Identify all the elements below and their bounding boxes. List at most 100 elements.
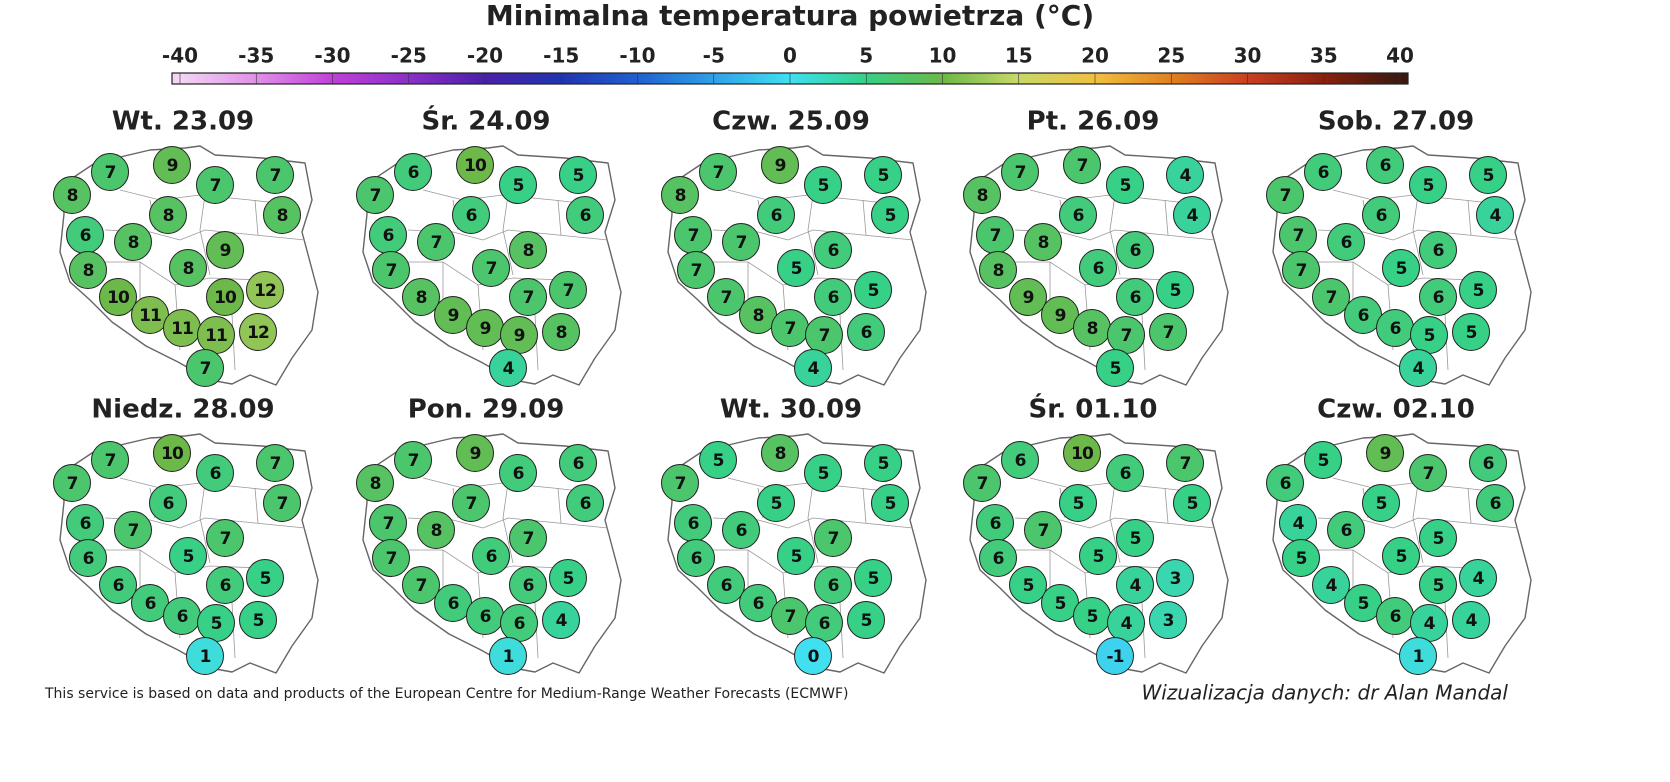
station-value: 5 xyxy=(253,611,264,631)
station-marker xyxy=(963,176,1001,214)
station-value: 8 xyxy=(183,259,194,279)
station-value: 10 xyxy=(107,288,130,308)
station-value: 6 xyxy=(691,549,702,569)
station-value: 8 xyxy=(675,186,686,206)
station-value: 3 xyxy=(1170,569,1181,589)
station-marker xyxy=(699,441,737,479)
station-value: 5 xyxy=(1376,494,1387,514)
panel-date: Śr. 01.10 xyxy=(1028,393,1157,425)
station-marker xyxy=(1327,511,1365,549)
station-marker xyxy=(757,196,795,234)
station-marker xyxy=(246,271,284,309)
station-marker xyxy=(99,566,137,604)
station-marker xyxy=(804,454,842,492)
station-marker xyxy=(542,313,580,351)
station-value: 6 xyxy=(1073,206,1084,226)
station-value: 6 xyxy=(736,521,747,541)
station-value: 6 xyxy=(993,549,1004,569)
station-value: 6 xyxy=(580,206,591,226)
station-marker xyxy=(1024,223,1062,261)
station-marker xyxy=(1009,566,1047,604)
station-value: 7 xyxy=(990,226,1001,246)
station-marker xyxy=(472,537,510,575)
station-value: 8 xyxy=(83,261,94,281)
station-marker xyxy=(69,251,107,289)
station-value: 10 xyxy=(1071,444,1094,464)
station-marker xyxy=(979,539,1017,577)
station-value: 4 xyxy=(808,359,820,379)
station-marker xyxy=(1096,637,1134,675)
station-value: 6 xyxy=(1015,451,1026,471)
station-marker xyxy=(761,434,799,472)
station-value: 7 xyxy=(828,529,839,549)
station-value: 6 xyxy=(83,549,94,569)
station-marker xyxy=(402,278,440,316)
station-marker xyxy=(1166,444,1204,482)
station-value: 7 xyxy=(1015,163,1026,183)
station-marker xyxy=(1399,637,1437,675)
station-value: 6 xyxy=(220,576,231,596)
station-marker xyxy=(757,484,795,522)
station-marker xyxy=(566,196,604,234)
station-value: 11 xyxy=(139,306,161,326)
station-marker xyxy=(979,251,1017,289)
panel-date: Niedz. 28.09 xyxy=(91,395,274,425)
colorbar-tick-label: -10 xyxy=(619,44,655,68)
station-value: 5 xyxy=(1433,529,1444,549)
station-value: 5 xyxy=(1187,494,1198,514)
station-marker xyxy=(1173,196,1211,234)
station-value: 7 xyxy=(563,281,574,301)
station-value: 6 xyxy=(1390,607,1401,627)
station-marker xyxy=(559,156,597,194)
station-value: 7 xyxy=(386,261,397,281)
station-value: 7 xyxy=(277,494,288,514)
station-value: 4 xyxy=(556,611,568,631)
station-value: 5 xyxy=(1130,529,1141,549)
station-value: 4 xyxy=(1187,206,1199,226)
panel-date: Śr. 24.09 xyxy=(421,105,550,137)
station-value: 5 xyxy=(791,259,802,279)
station-value: 5 xyxy=(791,547,802,567)
station-marker xyxy=(871,484,909,522)
station-marker xyxy=(661,464,699,502)
station-marker xyxy=(1106,166,1144,204)
station-value: 6 xyxy=(1341,521,1352,541)
station-marker xyxy=(196,454,234,492)
station-marker xyxy=(814,519,852,557)
station-marker xyxy=(1459,559,1497,597)
station-marker xyxy=(169,249,207,287)
station-marker xyxy=(456,434,494,472)
station-marker xyxy=(53,464,91,502)
station-value: 5 xyxy=(1023,576,1034,596)
station-value: 12 xyxy=(254,281,276,301)
station-marker xyxy=(864,444,902,482)
station-value: 6 xyxy=(1341,233,1352,253)
station-marker xyxy=(206,231,244,269)
station-marker xyxy=(677,539,715,577)
station-value: 6 xyxy=(828,288,839,308)
credit: Wizualizacja danych: dr Alan Mandal xyxy=(1141,681,1508,705)
station-value: 5 xyxy=(885,494,896,514)
station-value: 5 xyxy=(868,281,879,301)
station-marker xyxy=(186,349,224,387)
station-value: 8 xyxy=(277,206,288,226)
station-value: 10 xyxy=(161,444,184,464)
station-value: 7 xyxy=(1038,521,1049,541)
station-marker xyxy=(549,559,587,597)
station-marker xyxy=(1312,278,1350,316)
station-value: 4 xyxy=(1490,206,1502,226)
station-value: 9 xyxy=(480,319,491,339)
station-marker xyxy=(1469,444,1507,482)
station-marker xyxy=(509,566,547,604)
station-marker xyxy=(417,511,455,549)
station-value: 8 xyxy=(775,444,786,464)
station-marker xyxy=(1476,484,1514,522)
station-marker xyxy=(53,176,91,214)
station-marker xyxy=(1304,153,1342,191)
station-value: 7 xyxy=(466,494,477,514)
station-value: 7 xyxy=(67,474,78,494)
colorbar-tick-label: 25 xyxy=(1157,44,1185,68)
station-value: 5 xyxy=(713,451,724,471)
